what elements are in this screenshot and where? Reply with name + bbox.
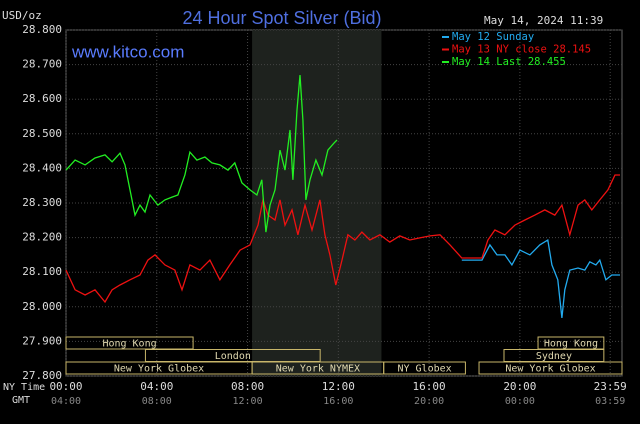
y-tick-label: 27.800	[22, 369, 62, 382]
session-label: London	[215, 351, 251, 362]
y-tick-label: 28.600	[22, 92, 62, 105]
y-tick-label: 28.300	[22, 196, 62, 209]
y-tick-label: 28.500	[22, 127, 62, 140]
session-label: Hong Kong	[102, 339, 156, 350]
website: www.kitco.com	[71, 42, 184, 61]
session-label: New York Globex	[505, 364, 595, 375]
x2-tick-label: 04:00	[51, 396, 81, 407]
legend-label: May 13 NY close 28.145	[452, 44, 591, 56]
session-label: New York NYMEX	[276, 364, 360, 375]
plot-background	[65, 29, 623, 377]
x-tick-label: 16:00	[413, 380, 446, 393]
x2-tick-label: 12:00	[232, 396, 262, 407]
timestamp: May 14, 2024 11:39	[484, 14, 603, 27]
y-tick-label: 28.400	[22, 161, 62, 174]
y-tick-label: 28.700	[22, 58, 62, 71]
x-tick-label: 23:59	[594, 380, 627, 393]
y-axis-label: USD/oz	[2, 9, 42, 22]
session-label: New York Globex	[114, 364, 204, 375]
x-axis-label: NY Time	[3, 382, 45, 393]
x-tick-label: 12:00	[322, 380, 355, 393]
y-tick-label: 27.900	[22, 334, 62, 347]
x2-tick-label: 00:00	[505, 396, 535, 407]
chart-title: 24 Hour Spot Silver (Bid)	[182, 8, 381, 28]
x-tick-label: 20:00	[503, 380, 536, 393]
price-line	[461, 238, 620, 318]
legend-label: May 14 Last 28.455	[452, 56, 566, 68]
session-highlight	[252, 30, 382, 376]
x2-axis-label: GMT	[12, 395, 30, 406]
x2-tick-label: 03:59	[595, 396, 625, 407]
y-tick-label: 28.000	[22, 300, 62, 313]
session-label: NY Globex	[397, 364, 451, 375]
y-tick-label: 28.800	[22, 23, 62, 36]
session-box	[65, 336, 194, 350]
session-box	[478, 361, 623, 375]
legend-label: May 12 Sunday	[452, 31, 534, 43]
session-box	[383, 361, 466, 375]
x2-tick-label: 20:00	[414, 396, 444, 407]
session-label: Hong Kong	[544, 339, 598, 350]
session-label: Sydney	[536, 351, 572, 362]
x-tick-label: 04:00	[140, 380, 173, 393]
price-line	[65, 74, 338, 233]
y-tick-label: 28.100	[22, 265, 62, 278]
x-tick-label: 08:00	[231, 380, 264, 393]
y-tick-label: 28.200	[22, 231, 62, 244]
price-line	[65, 174, 620, 304]
x-tick-label: 00:00	[49, 380, 82, 393]
x2-tick-label: 16:00	[323, 396, 353, 407]
x2-tick-label: 08:00	[142, 396, 172, 407]
